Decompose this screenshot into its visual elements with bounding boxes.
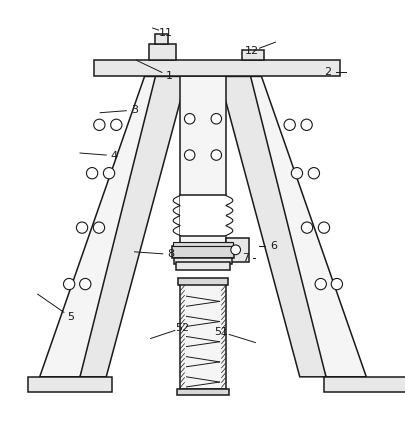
Text: 5: 5 [67,312,74,322]
Circle shape [211,150,221,160]
Bar [241,50,264,60]
Circle shape [76,222,87,233]
Circle shape [318,222,329,233]
Bar [28,377,112,392]
Bar [173,242,232,246]
Text: 4: 4 [111,151,117,161]
Text: 1: 1 [165,71,172,81]
Text: 52: 52 [175,323,189,333]
Circle shape [307,168,319,179]
Bar [323,377,405,392]
Bar [180,284,225,389]
Text: 6: 6 [269,241,276,251]
Polygon shape [219,77,325,377]
Bar [178,277,227,285]
Bar [172,246,233,258]
Circle shape [230,245,240,255]
Text: 51: 51 [214,327,228,337]
Bar [174,258,231,264]
Circle shape [291,168,302,179]
Circle shape [284,119,294,130]
Circle shape [300,119,311,130]
Circle shape [86,168,98,179]
Polygon shape [40,77,181,377]
Circle shape [103,168,114,179]
Circle shape [184,113,194,124]
Bar [176,262,229,270]
Circle shape [314,278,326,290]
Bar [177,389,228,395]
Polygon shape [80,77,186,377]
Circle shape [301,222,312,233]
Text: 11: 11 [159,27,173,38]
Text: 8: 8 [167,250,174,259]
Bar [155,34,167,44]
Circle shape [79,278,91,290]
Circle shape [330,278,342,290]
Circle shape [94,119,105,130]
Circle shape [63,278,75,290]
Text: 2: 2 [324,67,331,77]
Text: 3: 3 [130,105,138,115]
Bar [180,77,225,246]
Circle shape [111,119,122,130]
Polygon shape [224,77,365,377]
Bar [148,44,175,60]
Bar [94,60,339,77]
Text: 7: 7 [241,253,248,263]
Circle shape [184,150,194,160]
Bar [225,238,249,262]
Circle shape [93,222,104,233]
Text: 12: 12 [244,46,258,56]
Circle shape [211,113,221,124]
